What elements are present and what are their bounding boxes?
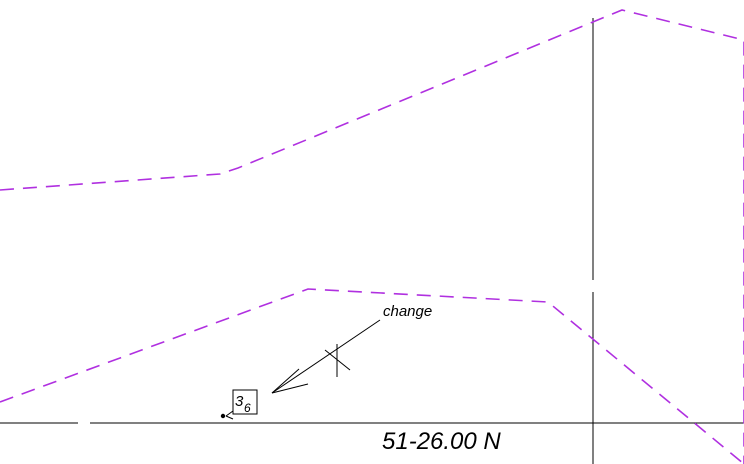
boundary-line-lower[interactable] (0, 288, 744, 464)
sounding-box (232, 389, 258, 415)
boundary-line-upper[interactable] (0, 9, 744, 464)
change-annotation: change (383, 303, 432, 320)
sounding-marker[interactable]: 3 6 (220, 389, 258, 420)
change-leader (271, 319, 381, 394)
sounding-dot (220, 413, 226, 419)
sounding-value: 3 (235, 393, 244, 410)
sounding-decimal: 6 (244, 401, 251, 415)
latitude-label: 51-26.00 N (382, 428, 501, 455)
